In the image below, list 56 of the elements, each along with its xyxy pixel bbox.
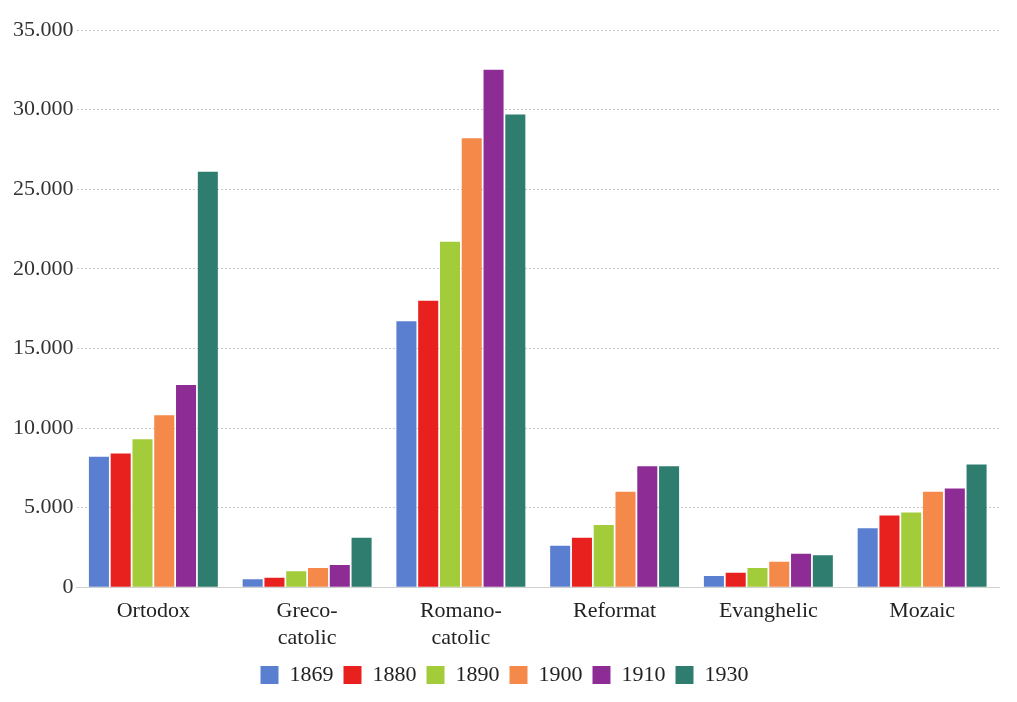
bar <box>571 537 592 587</box>
bar <box>725 572 746 587</box>
bar <box>966 464 987 587</box>
bar <box>923 491 944 587</box>
x-tick-label: Evanghelic <box>718 597 819 623</box>
bar <box>132 439 153 587</box>
bar <box>812 555 833 587</box>
bar <box>461 138 482 587</box>
legend-label: 1910 <box>621 660 666 686</box>
bar <box>857 528 878 587</box>
x-tick-label: Romano-catolic <box>419 597 502 649</box>
bar <box>901 512 922 587</box>
x-tick-label: Reformat <box>573 597 657 623</box>
y-tick-label: 0 <box>62 572 74 598</box>
bar <box>308 568 329 587</box>
y-tick-label: 20.000 <box>13 254 74 280</box>
bar <box>242 579 263 587</box>
bar <box>637 466 658 587</box>
bar <box>264 577 285 587</box>
bar <box>483 69 504 587</box>
y-tick-label: 10.000 <box>13 413 74 439</box>
bar <box>505 114 526 587</box>
y-tick-label: 35.000 <box>13 15 74 41</box>
bar <box>154 415 175 587</box>
bar <box>88 456 109 587</box>
legend-label: 1930 <box>704 660 749 686</box>
bar <box>944 488 965 587</box>
bar <box>110 453 131 587</box>
bar <box>176 385 197 587</box>
bar <box>593 525 614 587</box>
bar <box>418 300 439 587</box>
y-tick-label: 25.000 <box>13 174 74 200</box>
bar <box>396 321 417 587</box>
legend-label: 1890 <box>455 660 500 686</box>
bar <box>769 561 790 587</box>
bar <box>351 537 372 587</box>
bar <box>747 568 768 587</box>
legend-label: 1900 <box>538 660 583 686</box>
bar <box>615 491 636 587</box>
bar <box>879 515 900 587</box>
x-tick-label: Greco-catolic <box>276 597 338 649</box>
bar <box>197 171 218 587</box>
y-tick-label: 5.000 <box>24 493 74 519</box>
bar <box>659 466 680 587</box>
x-tick-label: Ortodox <box>116 597 191 623</box>
legend-label: 1869 <box>289 660 334 686</box>
bar <box>439 241 460 587</box>
bar <box>329 564 350 587</box>
y-tick-label: 15.000 <box>13 334 74 360</box>
legend-label: 1880 <box>372 660 417 686</box>
bar <box>791 553 812 587</box>
bar <box>703 576 724 587</box>
bar <box>286 571 307 587</box>
y-tick-label: 30.000 <box>13 95 74 121</box>
bar <box>550 545 571 587</box>
x-tick-label: Mozaic <box>889 597 956 623</box>
